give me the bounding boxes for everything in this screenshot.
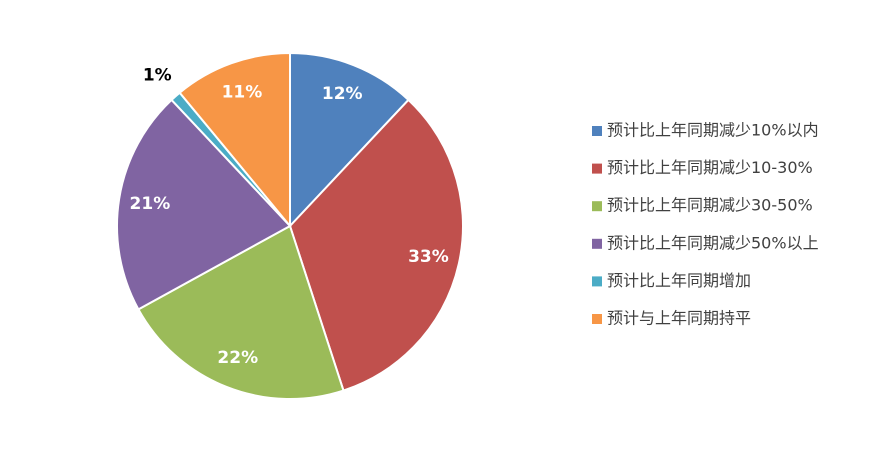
legend-label: 预计比上年同期增加: [607, 271, 751, 290]
legend-label: 预计比上年同期减少30-50%: [607, 196, 813, 215]
legend-swatch: [592, 163, 602, 174]
pie-slice: [289, 51, 410, 229]
pie-slice: [137, 224, 345, 400]
legend-swatch: [592, 238, 602, 249]
pie-slice: [116, 98, 292, 311]
data-label: 12%: [322, 84, 363, 104]
legend-swatch: [592, 201, 602, 212]
pie-slice: [178, 51, 291, 229]
data-label: 11%: [222, 83, 263, 103]
legend-swatch: [592, 126, 602, 136]
data-label: 21%: [130, 194, 171, 214]
legend-label: 预计与上年同期持平: [607, 309, 751, 328]
pie-slice: [288, 98, 464, 392]
data-label: 22%: [217, 348, 258, 368]
legend-label: 预计比上年同期减少10-30%: [607, 158, 813, 177]
legend-label: 预计比上年同期减少50%以上: [607, 233, 819, 252]
legend-swatch: [592, 314, 602, 324]
legend-swatch: [592, 276, 602, 287]
legend-label: 预计比上年同期减少10%以内: [607, 121, 819, 140]
data-label: 1%: [143, 65, 172, 85]
data-label: 33%: [408, 247, 449, 267]
